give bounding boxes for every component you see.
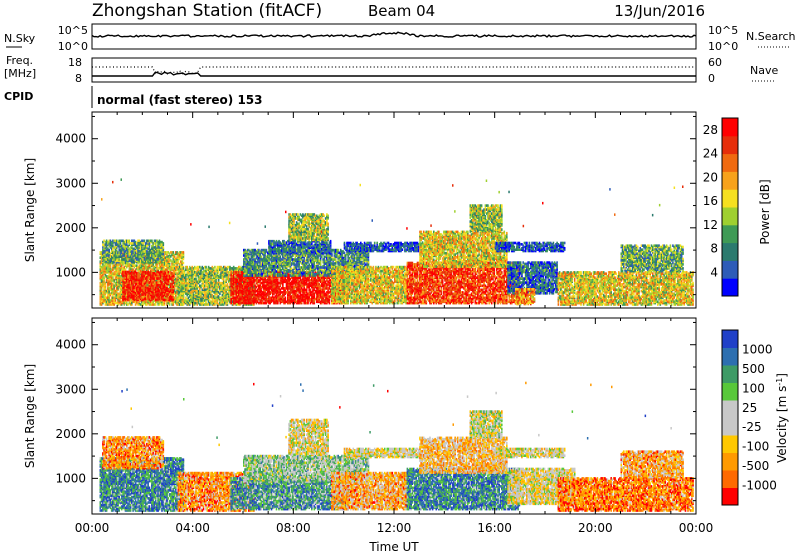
data-cell — [129, 299, 131, 302]
data-cell — [112, 276, 114, 279]
data-cell — [120, 242, 122, 245]
data-cell — [136, 288, 138, 291]
freq-label: Freq. — [6, 54, 33, 67]
nsky-label: N.Sky — [4, 32, 36, 45]
data-cell — [217, 289, 219, 292]
data-cell — [173, 271, 175, 274]
data-cell — [163, 253, 165, 256]
data-cell — [205, 266, 207, 269]
data-cell — [163, 242, 165, 245]
station-title: Zhongshan Station (fitACF) — [92, 1, 322, 21]
date-label: 13/Jun/2016 — [614, 2, 705, 20]
nsearch-tick-high: 10^5 — [708, 24, 738, 37]
nave-tick-low: 0 — [708, 72, 715, 85]
cpid-label: CPID — [4, 90, 33, 103]
data-cell — [125, 268, 127, 271]
data-cell — [183, 262, 185, 265]
data-cell — [195, 278, 197, 281]
data-cell — [125, 257, 127, 260]
data-cell — [230, 271, 232, 274]
data-cell — [173, 251, 175, 254]
data-cell — [165, 299, 167, 302]
data-cell — [186, 266, 188, 269]
nsky-trace — [92, 32, 696, 37]
data-cell — [129, 240, 131, 243]
freq-unit-label: [MHz] — [4, 67, 36, 80]
data-cell — [252, 286, 254, 289]
data-cell — [168, 271, 170, 274]
data-cell — [219, 293, 221, 296]
power-heatmap-cells — [100, 178, 694, 305]
data-cell — [183, 295, 185, 298]
data-cell — [163, 258, 165, 261]
data-cell — [183, 267, 185, 270]
data-cell — [183, 251, 185, 254]
beam-label: Beam 04 — [368, 2, 435, 20]
data-cell — [151, 240, 153, 243]
data-cell — [223, 278, 225, 281]
data-cell — [173, 280, 175, 283]
freq-tick-low: 8 — [75, 72, 82, 85]
data-cell — [164, 284, 166, 287]
freq-tick-high: 18 — [68, 56, 82, 69]
freq-panel — [92, 58, 696, 82]
data-cell — [179, 294, 181, 297]
data-cell — [124, 253, 126, 256]
nsky-tick-low: 10^0 — [58, 40, 88, 53]
data-cell — [214, 266, 216, 269]
nave-label: Nave — [750, 64, 778, 77]
data-cell — [163, 246, 165, 249]
nsearch-label: N.Search — [746, 30, 796, 43]
data-cell — [173, 289, 175, 292]
data-cell — [108, 249, 110, 252]
nsearch-tick-low: 10^0 — [708, 40, 738, 53]
data-cell — [173, 296, 175, 299]
cpid-text: normal (fast stereo) 153 — [97, 93, 263, 107]
data-cell — [173, 285, 175, 288]
data-cell — [145, 284, 147, 287]
data-cell — [233, 293, 235, 296]
data-cell — [205, 301, 207, 304]
data-cell — [115, 299, 117, 302]
data-cell — [144, 240, 146, 243]
data-cell — [227, 283, 229, 286]
data-cell — [178, 260, 180, 263]
data-cell — [238, 271, 240, 274]
data-cell — [173, 275, 175, 278]
data-cell — [139, 273, 141, 276]
nsky-tick-high: 10^5 — [58, 24, 88, 37]
nave-tick-high: 60 — [708, 56, 722, 69]
data-cell — [108, 297, 110, 300]
